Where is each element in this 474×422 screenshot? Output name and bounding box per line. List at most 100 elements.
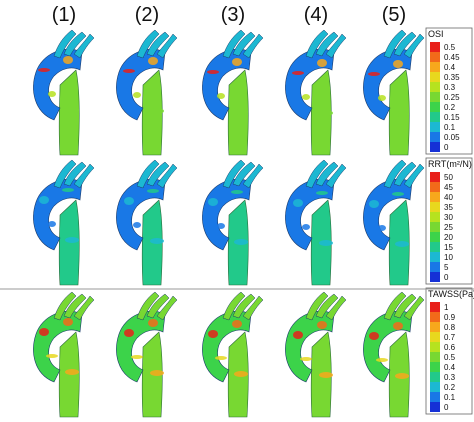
contour-spot [124, 197, 134, 205]
branch-vessel [73, 33, 95, 59]
contour-spot [300, 357, 312, 361]
contour-spot [231, 190, 243, 194]
legend-tick-label: 0.15 [444, 113, 460, 122]
contour-spot [147, 189, 159, 193]
aortic-arch [33, 48, 83, 121]
branch-vessel [383, 291, 407, 321]
branch-vessel [232, 31, 256, 57]
case-label: (1) [52, 4, 76, 26]
legend-swatch [430, 122, 440, 132]
legend-tick-label: 0.3 [444, 373, 456, 382]
branch-vessel [53, 29, 77, 59]
branch-vessel [232, 161, 256, 187]
branch-vessel [242, 163, 264, 189]
legend-swatch [430, 272, 440, 282]
contour-spot [123, 69, 135, 73]
branch-vessel [242, 33, 264, 59]
legend-tick-label: 25 [444, 223, 453, 232]
branch-vessel [53, 291, 77, 321]
aortic-arch [116, 48, 166, 121]
legend-swatch [430, 242, 440, 252]
branch-vessel [315, 31, 339, 57]
legend-tick-label: 0 [444, 143, 449, 152]
legend-swatch [430, 92, 440, 102]
branch-vessel [73, 295, 95, 321]
branch-vessel [393, 31, 417, 57]
aorta-model-rrt [202, 159, 264, 286]
branch-vessel [156, 33, 178, 59]
case-label: (4) [304, 4, 328, 26]
branch-vessel [222, 291, 246, 321]
contour-spot [302, 94, 310, 100]
legend-swatch [430, 132, 440, 142]
aorta-model-rrt [33, 159, 95, 286]
branch-vessel [393, 293, 417, 319]
contour-spot [148, 57, 158, 65]
contour-spot [217, 223, 225, 229]
contour-spot [48, 221, 56, 227]
contour-spot [208, 330, 218, 338]
aortic-arch [116, 310, 166, 383]
branch-vessel [232, 293, 256, 319]
legend-tick-label: 0.05 [444, 133, 460, 142]
contour-spot [65, 107, 79, 113]
branch-vessel [222, 159, 246, 189]
contour-spot [65, 369, 79, 375]
branch-vessel [63, 31, 87, 57]
contour-spot [395, 111, 409, 117]
branch-vessel [325, 295, 347, 321]
legend-swatch [430, 202, 440, 212]
legend-tick-label: 45 [444, 183, 453, 192]
legend-swatch [430, 72, 440, 82]
legend-tick-label: 0.9 [444, 313, 456, 322]
contour-spot [232, 58, 242, 66]
legend-swatch [430, 382, 440, 392]
legend-swatch [430, 62, 440, 72]
contour-spot [215, 356, 227, 360]
branch-vessel [403, 33, 425, 59]
legend-swatch [430, 262, 440, 272]
legend-tick-label: 1 [444, 303, 449, 312]
legend-swatch [430, 142, 440, 152]
branch-vessel [156, 163, 178, 189]
legend-tick-label: 5 [444, 263, 449, 272]
aorta-model-rrt [363, 159, 425, 286]
contour-spot [319, 240, 333, 246]
legend-swatch [430, 332, 440, 342]
legend-swatch [430, 222, 440, 232]
contour-spot [395, 241, 409, 247]
branch-vessel [315, 161, 339, 187]
legend-swatch [430, 42, 440, 52]
aorta-model-tawss [285, 291, 347, 418]
contour-spot [148, 319, 158, 327]
legend-tick-label: 50 [444, 173, 453, 182]
legend-tick-label: 0.5 [444, 43, 456, 52]
contour-spot [63, 318, 73, 326]
contour-spot [131, 355, 143, 359]
contour-spot [65, 237, 79, 243]
legend-swatch [430, 302, 440, 312]
contour-spot [393, 322, 403, 330]
legend-swatch [430, 252, 440, 262]
legend-tick-label: 40 [444, 193, 453, 202]
aortic-arch [363, 178, 413, 251]
legend-swatch [430, 362, 440, 372]
aorta-model-rrt [116, 159, 178, 286]
legend-title: RRT(m²/N) [428, 159, 472, 169]
legend-swatch [430, 392, 440, 402]
contour-spot [319, 372, 333, 378]
contour-spot [39, 328, 49, 336]
legend-tick-label: 0.3 [444, 83, 456, 92]
contour-spot [302, 224, 310, 230]
aortic-arch [116, 178, 166, 251]
legend-swatch [430, 402, 440, 412]
legend-tick-label: 35 [444, 203, 453, 212]
contour-spot [62, 188, 74, 192]
contour-spot [150, 370, 164, 376]
legend-tick-label: 0 [444, 403, 449, 412]
legend-tick-label: 0.1 [444, 393, 456, 402]
legend-tick-label: 0.45 [444, 53, 460, 62]
contour-spot [369, 200, 379, 208]
contour-spot [378, 95, 386, 101]
